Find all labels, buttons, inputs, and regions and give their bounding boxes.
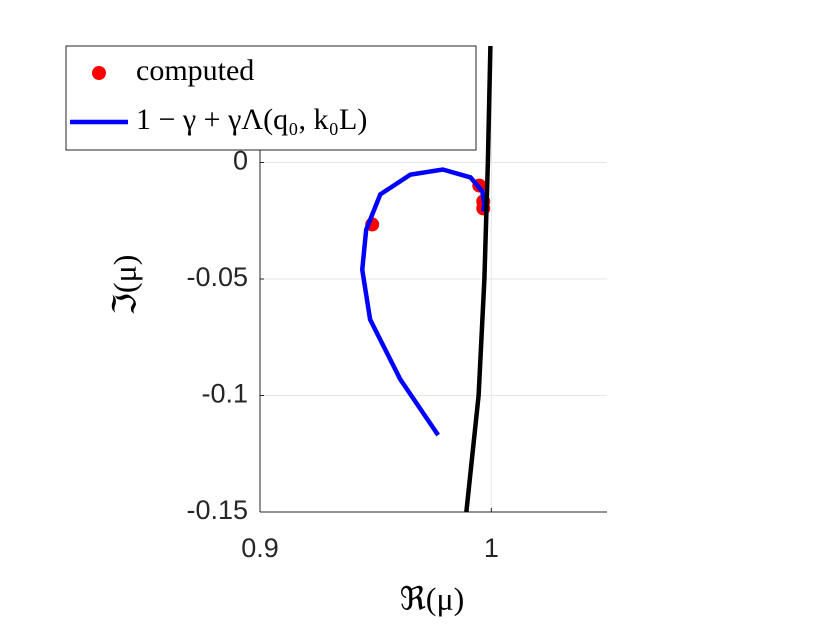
y-tick-label: -0.15: [186, 495, 248, 525]
legend-marker: [92, 66, 106, 80]
y-axis-label: ℑ(μ): [106, 255, 142, 316]
x-axis-label: ℜ(μ): [400, 580, 465, 616]
x-tick-label: 0.9: [241, 533, 279, 563]
legend-label: 1 − γ + γΛ(q₀, k₀L): [136, 103, 367, 136]
x-tick-label: 1: [484, 533, 499, 563]
legend-box: [65, 45, 477, 151]
data-line: [359, 167, 487, 437]
y-tick-label: -0.1: [201, 379, 248, 409]
y-tick-label: 0: [233, 146, 248, 176]
data-line: [464, 45, 493, 513]
legend-label: computed: [136, 54, 254, 87]
y-tick-label: -0.05: [186, 262, 248, 292]
